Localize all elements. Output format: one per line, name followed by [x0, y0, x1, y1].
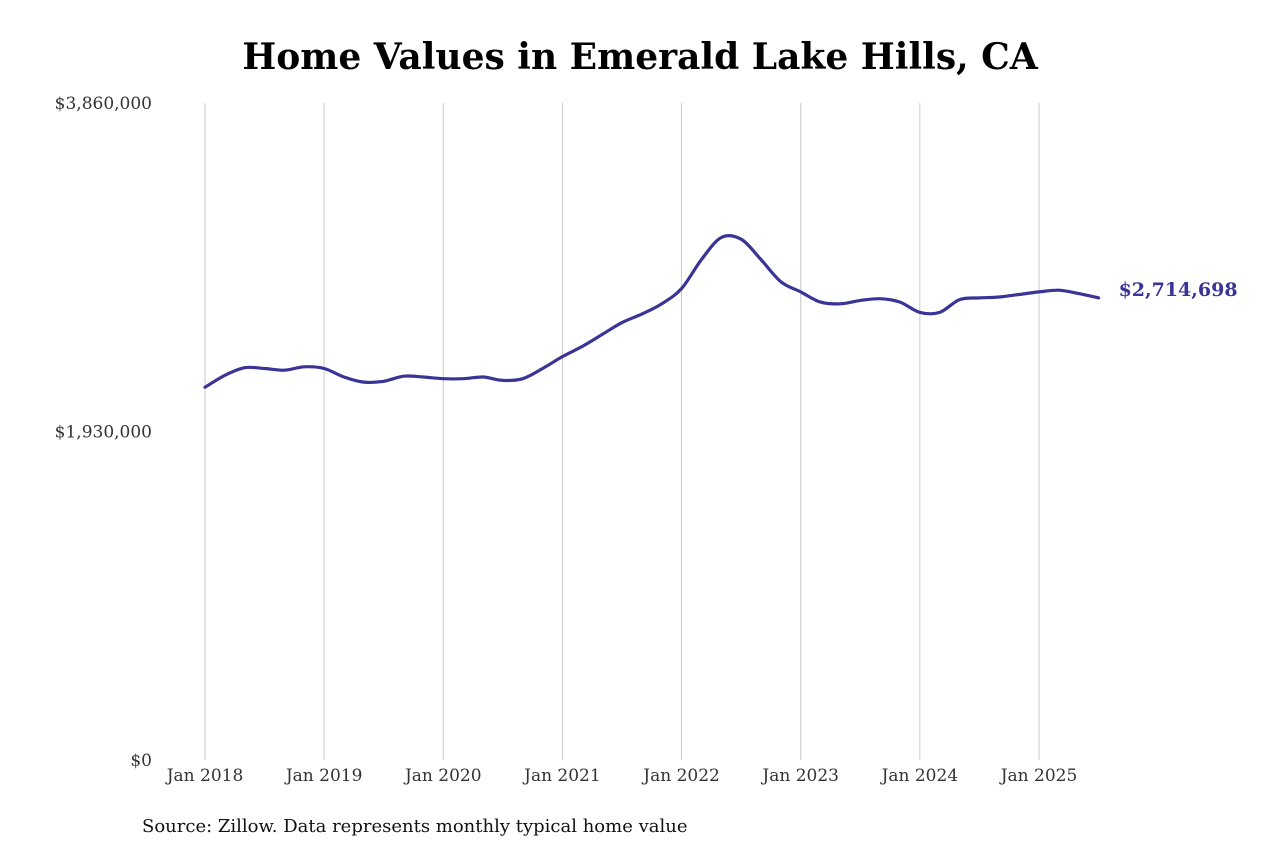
x-tick-label: Jan 2023: [760, 766, 839, 786]
y-tick-label: $3,860,000: [55, 94, 152, 114]
source-note: Source: Zillow. Data represents monthly …: [142, 816, 688, 837]
series-line-0: [203, 233, 1101, 389]
end-value-label: $2,714,698: [1119, 279, 1238, 301]
x-tick-label: Jan 2020: [403, 766, 482, 786]
chart-title: Home Values in Emerald Lake Hills, CA: [242, 36, 1038, 78]
x-tick-label: Jan 2019: [284, 766, 363, 786]
end-labels: $2,714,698: [1119, 279, 1238, 301]
x-tick-label: Jan 2018: [165, 766, 244, 786]
x-tick-label: Jan 2024: [880, 766, 959, 786]
grid-lines: [204, 103, 1040, 760]
x-tick-label: Jan 2021: [522, 766, 601, 786]
x-axis-ticks: Jan 2018 Jan 2019 Jan 2020 Jan 2021 Jan 2022…: [165, 766, 1078, 786]
y-tick-label: $0: [130, 751, 152, 771]
x-tick-label: Jan 2025: [999, 766, 1078, 786]
y-axis-ticks: $0 $1,930,000 $3,860,000: [55, 94, 152, 771]
x-tick-label: Jan 2022: [641, 766, 720, 786]
series-lines: [203, 233, 1101, 389]
y-tick-label: $1,930,000: [55, 423, 152, 443]
